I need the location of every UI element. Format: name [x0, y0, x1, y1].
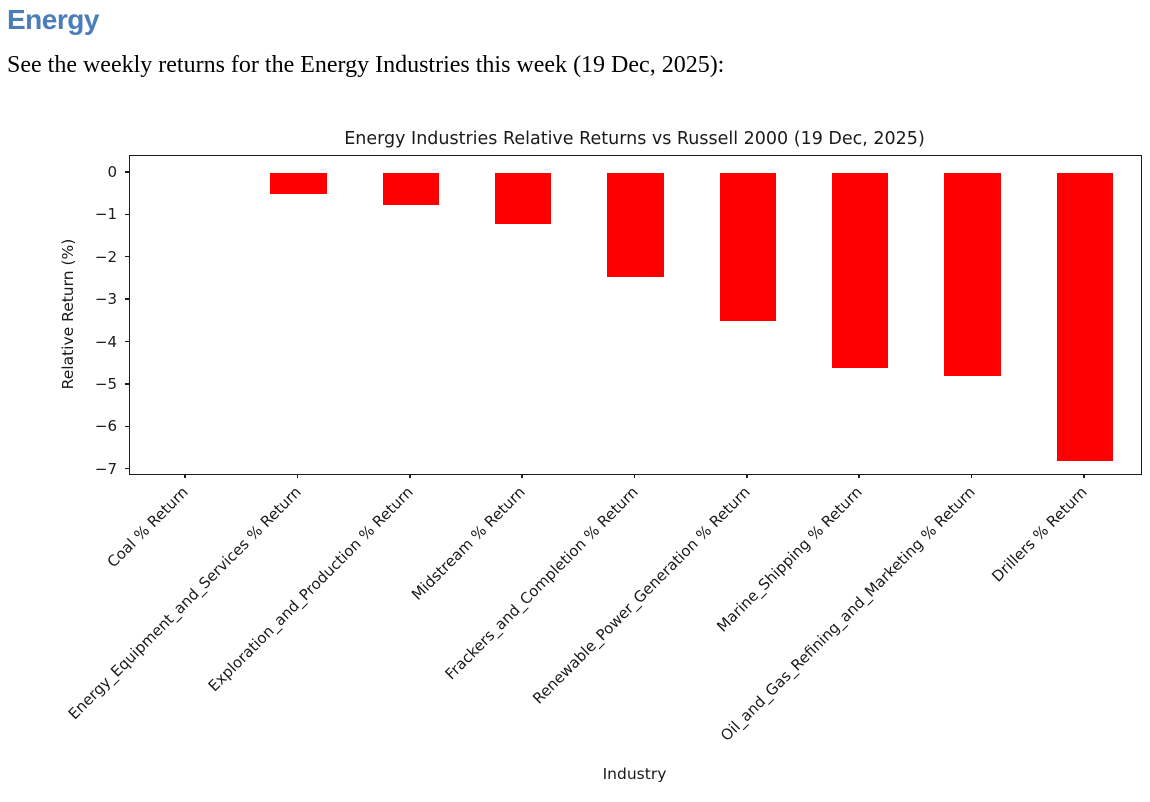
bar	[832, 172, 889, 368]
y-tick-label: −2	[94, 247, 117, 266]
plot-area	[129, 155, 1142, 475]
bar	[944, 172, 1001, 377]
bar	[495, 172, 552, 224]
bar	[607, 172, 664, 277]
bar	[270, 172, 327, 195]
y-tick-label: −4	[94, 332, 117, 351]
x-tick	[970, 474, 973, 479]
y-tick	[125, 298, 129, 300]
y-tick-label: −1	[94, 205, 117, 224]
x-axis-label: Industry	[602, 765, 667, 783]
y-tick	[125, 171, 129, 173]
page-title: Energy	[7, 4, 99, 35]
y-tick	[125, 213, 129, 216]
x-tick	[296, 474, 299, 479]
x-tick	[409, 474, 411, 479]
y-tick-label: −5	[94, 374, 117, 393]
chart-title: Energy Industries Relative Returns vs Ru…	[344, 129, 925, 149]
y-tick-label: −3	[94, 290, 117, 309]
x-tick	[521, 474, 523, 479]
x-tick	[184, 474, 186, 479]
bar	[1056, 172, 1113, 462]
x-tick	[1083, 474, 1085, 479]
y-tick	[125, 425, 129, 428]
y-tick-label: −7	[94, 459, 117, 478]
y-tick-label: −6	[94, 417, 117, 436]
y-tick	[125, 340, 129, 343]
intro-text: See the weekly returns for the Energy In…	[7, 52, 725, 78]
bar	[382, 172, 439, 205]
y-tick	[125, 256, 129, 258]
y-tick-label: 0	[107, 162, 117, 181]
y-tick	[125, 468, 129, 470]
x-tick	[746, 474, 748, 479]
bar	[719, 172, 776, 322]
y-tick	[125, 383, 129, 385]
x-tick	[858, 474, 860, 479]
x-tick	[633, 474, 636, 479]
